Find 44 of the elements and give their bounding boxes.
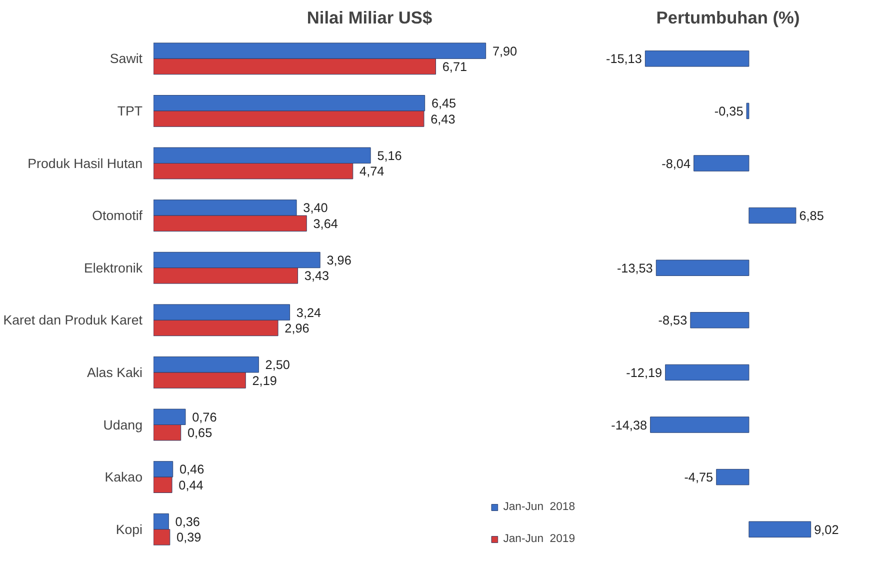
data-label: 3,24 xyxy=(296,306,322,320)
data-label: 0,44 xyxy=(178,478,204,492)
data-label: -12,19 xyxy=(626,366,662,380)
data-label: 6,43 xyxy=(430,112,456,126)
data-label: 0,76 xyxy=(192,410,217,424)
data-label: -4,75 xyxy=(684,470,714,485)
data-label: 0,46 xyxy=(179,462,204,477)
data-label: 3,64 xyxy=(313,216,338,231)
y-tick-label: Udang xyxy=(103,417,143,432)
legend-label: Jan-Jun 2019 xyxy=(503,533,575,545)
data-label: 3,96 xyxy=(326,254,352,268)
data-label: 6,45 xyxy=(431,96,456,111)
data-label: -15,13 xyxy=(606,52,642,66)
chart-title: Nilai Miliar US$ xyxy=(306,8,432,28)
data-label: 2,19 xyxy=(252,374,277,388)
data-label: -0,35 xyxy=(714,104,744,118)
y-tick-label: Alas Kaki xyxy=(86,364,143,380)
data-label: -13,53 xyxy=(616,261,653,276)
y-tick-label: Produk Hasil Hutan xyxy=(28,156,143,171)
chart-title: Pertumbuhan (%) xyxy=(656,8,800,28)
y-tick-label: Elektronik xyxy=(84,260,143,276)
data-label: -8,53 xyxy=(658,314,688,328)
y-tick-label: TPT xyxy=(117,103,143,118)
data-label: 7,90 xyxy=(492,44,518,58)
data-label: 6,85 xyxy=(799,209,824,224)
data-label: 3,40 xyxy=(303,201,328,216)
y-tick-label: Kakao xyxy=(104,470,143,485)
data-label: 0,36 xyxy=(175,515,200,530)
data-label: 5,16 xyxy=(377,148,402,163)
data-label: 0,39 xyxy=(176,530,202,545)
data-label: 0,65 xyxy=(187,426,212,440)
data-label: -8,04 xyxy=(662,156,691,171)
data-label: -14,38 xyxy=(611,418,648,432)
data-label: 2,50 xyxy=(265,358,290,372)
y-tick-label: Otomotif xyxy=(92,208,143,224)
data-label: 2,96 xyxy=(284,321,310,336)
y-tick-label: Kopi xyxy=(116,522,143,537)
legend-label: Jan-Jun 2018 xyxy=(503,501,575,513)
data-label: 9,02 xyxy=(814,522,839,537)
data-label: 3,43 xyxy=(304,269,330,284)
data-label: 4,74 xyxy=(360,164,384,179)
data-label: 6,71 xyxy=(442,60,468,74)
y-tick-label: Sawit xyxy=(110,51,143,66)
y-tick-label: Karet dan Produk Karet xyxy=(3,312,143,328)
